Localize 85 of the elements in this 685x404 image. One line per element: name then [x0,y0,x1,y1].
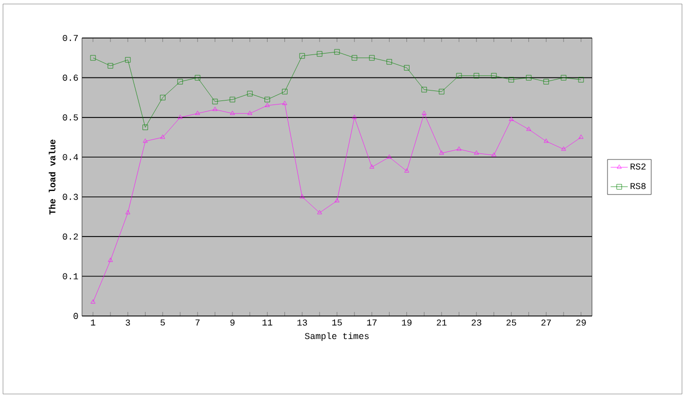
x-tick-label: 15 [332,320,342,326]
y-tick-label: 0.2 [62,234,78,240]
point [438,88,444,94]
x-tick-label: 27 [541,320,551,326]
y-tick-label: 0.4 [62,154,78,160]
point [125,57,131,63]
point [247,110,252,115]
x-tick-label: 1 [90,320,96,326]
point [125,210,130,214]
point [352,114,357,119]
point [422,110,427,115]
point [142,124,148,130]
x-tick-label: 25 [506,320,516,326]
y-tick-label: 0.3 [62,194,78,200]
x-tick-label: 23 [472,320,482,326]
point [177,78,183,84]
x-axis-title: Sample times [304,332,369,341]
y-tick-label: 0.6 [62,74,78,81]
point [456,73,462,78]
point [369,55,375,61]
x-tick-label: 7 [196,320,200,326]
point [317,210,322,214]
x-tick-label: 29 [576,320,586,326]
x-tick-label: 5 [160,320,165,326]
point [247,90,253,96]
point [404,168,410,172]
point [195,110,200,115]
point [352,55,358,61]
point [212,106,218,111]
point [508,76,514,82]
point [90,299,96,304]
point [194,75,200,80]
x-tick-label: 19 [402,320,412,326]
point [299,53,305,59]
x-tick-label: 17 [367,320,377,326]
point [404,65,410,70]
point [108,258,113,262]
point [160,94,166,100]
point [230,110,235,115]
y-axis-title: The load value [48,140,56,215]
point [282,100,288,105]
point [178,114,183,119]
point [230,96,236,102]
point [160,134,166,139]
point [543,78,549,84]
point [474,73,480,78]
point [456,146,462,151]
point [316,51,322,57]
point [282,88,288,94]
point [334,198,340,202]
point [561,146,566,151]
point [369,164,374,169]
point [300,194,305,198]
point [386,154,392,159]
legend-label: RS2 [630,163,646,170]
point [90,55,96,61]
point [212,98,218,104]
point [108,63,114,68]
legend-label: RS8 [630,182,646,190]
point [578,76,584,82]
point [421,86,427,92]
x-tick-label: 13 [297,320,307,326]
point [508,116,514,121]
x-tick-label: 11 [262,320,272,326]
point [386,59,392,65]
point [491,73,497,78]
point [544,138,549,143]
point [264,102,270,107]
x-tick-label: 21 [436,320,447,326]
point [492,152,496,157]
point [526,75,532,80]
point [264,96,270,102]
point [334,49,340,55]
x-tick-label: 9 [230,320,235,326]
y-tick-label: 0 [74,312,78,320]
point [474,150,479,155]
point [578,134,584,139]
point [142,138,148,143]
point [560,75,566,80]
y-tick-label: 0.7 [62,34,78,42]
point [526,126,532,131]
y-tick-label: 0.1 [62,273,78,280]
point [439,150,444,155]
x-tick-label: 3 [126,320,130,326]
y-tick-label: 0.5 [62,114,78,120]
